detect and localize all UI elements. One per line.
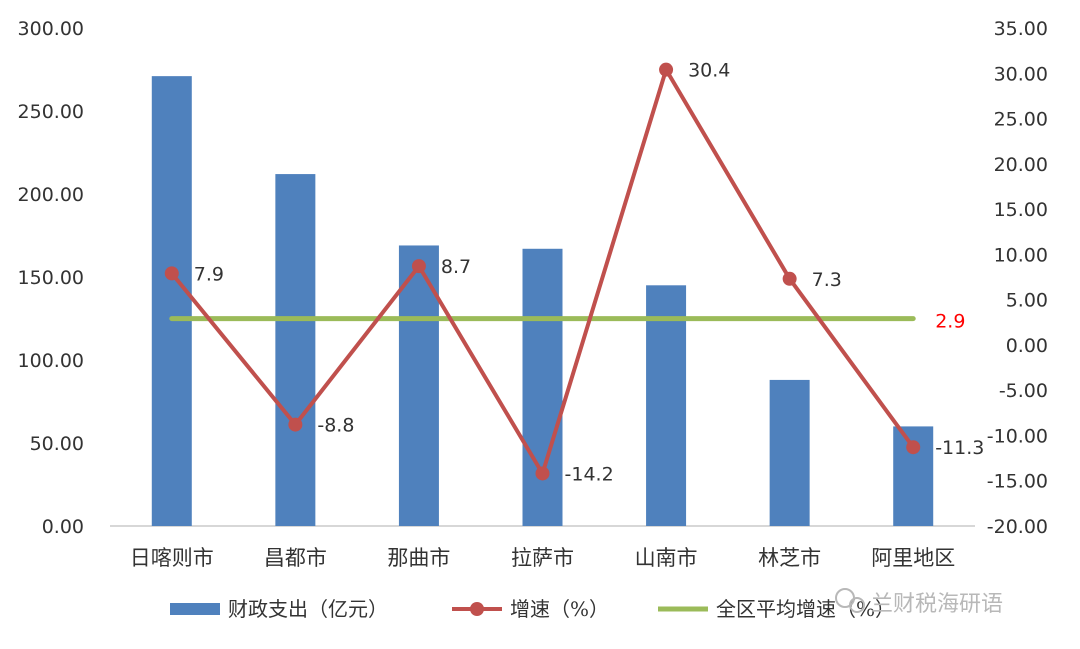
bar-series xyxy=(151,76,934,526)
wechat-icon-bubble-small xyxy=(849,597,865,613)
bar xyxy=(769,379,810,526)
average-value-label: 2.9 xyxy=(935,311,965,333)
right-axis-tick-label: 5.00 xyxy=(1006,290,1048,312)
growth-point xyxy=(535,466,550,481)
category-label: 山南市 xyxy=(635,546,698,570)
growth-point xyxy=(411,259,426,274)
right-axis-tick-label: -15.00 xyxy=(987,471,1048,493)
bar xyxy=(151,76,192,526)
category-label: 那曲市 xyxy=(387,546,450,570)
category-labels: 日喀则市 昌都市 那曲市 拉萨市 山南市 林芝市 阿里地区 xyxy=(130,546,955,570)
growth-data-label: -8.8 xyxy=(317,415,354,437)
left-axis-tick-label: 0.00 xyxy=(42,516,84,538)
legend-swatch-growth-marker xyxy=(470,602,484,616)
right-axis-tick-label: 0.00 xyxy=(1006,335,1048,357)
bar xyxy=(275,174,316,526)
legend-label: 财政支出（亿元） xyxy=(228,597,388,621)
growth-data-label: 7.9 xyxy=(194,263,224,285)
left-axis-tick-label: 150.00 xyxy=(18,267,84,289)
right-axis-tick-label: 20.00 xyxy=(994,154,1048,176)
average-line-series: 2.9 xyxy=(169,311,965,333)
legend: 财政支出（亿元） 增速（%） 全区平均增速（%） xyxy=(170,597,895,621)
watermark-text: 兰财税海研语 xyxy=(871,592,1003,617)
growth-point xyxy=(659,62,674,77)
growth-point xyxy=(906,440,921,455)
left-axis-tick-label: 200.00 xyxy=(18,184,84,206)
watermark: 兰财税海研语 xyxy=(835,588,1003,617)
growth-data-label: -14.2 xyxy=(565,463,614,485)
legend-swatch-bar xyxy=(170,603,220,615)
category-label: 林芝市 xyxy=(758,546,821,570)
left-axis-tick-label: 250.00 xyxy=(18,101,84,123)
left-axis-tick-label: 300.00 xyxy=(18,18,84,40)
right-axis-tick-label: -20.00 xyxy=(987,516,1048,538)
right-axis-tick-label: -10.00 xyxy=(987,425,1048,447)
right-axis-tick-label: -5.00 xyxy=(999,380,1048,402)
right-axis-tick-label: 35.00 xyxy=(994,18,1048,40)
category-label: 日喀则市 xyxy=(130,546,214,570)
left-axis: 0.00 50.00 100.00 150.00 200.00 250.00 300.00 xyxy=(18,18,84,538)
category-label: 阿里地区 xyxy=(871,546,955,570)
growth-point xyxy=(164,266,179,281)
right-axis-tick-label: 15.00 xyxy=(994,199,1048,221)
growth-point xyxy=(288,417,303,432)
legend-label: 全区平均增速（%） xyxy=(716,597,895,621)
legend-label: 增速（%） xyxy=(510,597,609,621)
growth-data-label: 30.4 xyxy=(688,60,730,82)
right-axis-tick-label: 25.00 xyxy=(994,109,1048,131)
bar xyxy=(522,248,563,526)
right-axis: -20.00 -15.00 -10.00 -5.00 0.00 5.00 10.00 15.0… xyxy=(987,18,1048,538)
growth-point xyxy=(782,271,797,286)
growth-data-label: 7.3 xyxy=(812,269,842,291)
left-axis-tick-label: 50.00 xyxy=(30,433,84,455)
growth-data-label: 8.7 xyxy=(441,256,471,278)
growth-line-series: 7.9 -8.8 8.7 -14.2 30.4 7.3 -11.3 xyxy=(164,60,984,485)
category-label: 昌都市 xyxy=(264,546,327,570)
growth-data-label: -11.3 xyxy=(935,437,984,459)
category-label: 拉萨市 xyxy=(511,546,574,570)
bar xyxy=(646,285,687,526)
right-axis-tick-label: 30.00 xyxy=(994,63,1048,85)
right-axis-tick-label: 10.00 xyxy=(994,244,1048,266)
left-axis-tick-label: 100.00 xyxy=(18,350,84,372)
